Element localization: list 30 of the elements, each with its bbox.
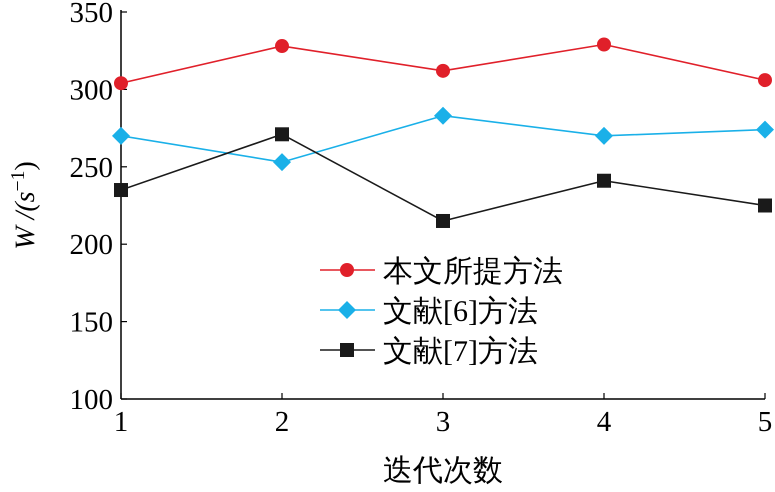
point [434,106,452,125]
point [114,183,128,198]
y-tick-label: 100 [70,384,113,416]
x-tick-label: 1 [114,406,128,438]
y-tick-label: 350 [70,0,113,29]
y-tick-label: 200 [70,229,113,262]
x-axis-title: 迭代次数 [383,454,503,487]
x-tick-label: 2 [274,406,290,438]
point [595,126,613,145]
legend-label: 文献[7]方法 [383,335,538,368]
y-tick-label: 300 [70,74,113,106]
point [758,198,772,212]
legend-label: 本文所提方法 [383,255,563,288]
y-tick-label: 250 [70,152,113,184]
legend-label: 文献[6]方法 [383,295,538,328]
point [597,174,611,188]
x-tick-label: 4 [596,406,612,438]
point [275,39,289,54]
y-tick-label: 150 [70,306,113,339]
point [275,127,289,142]
point [112,126,130,145]
point [758,73,772,88]
point [597,38,611,52]
x-tick-label: 3 [436,406,450,438]
point [114,76,128,90]
x-tick-label: 5 [758,406,772,438]
point [436,64,450,78]
point [273,153,291,172]
point [756,120,774,139]
point [436,214,450,228]
